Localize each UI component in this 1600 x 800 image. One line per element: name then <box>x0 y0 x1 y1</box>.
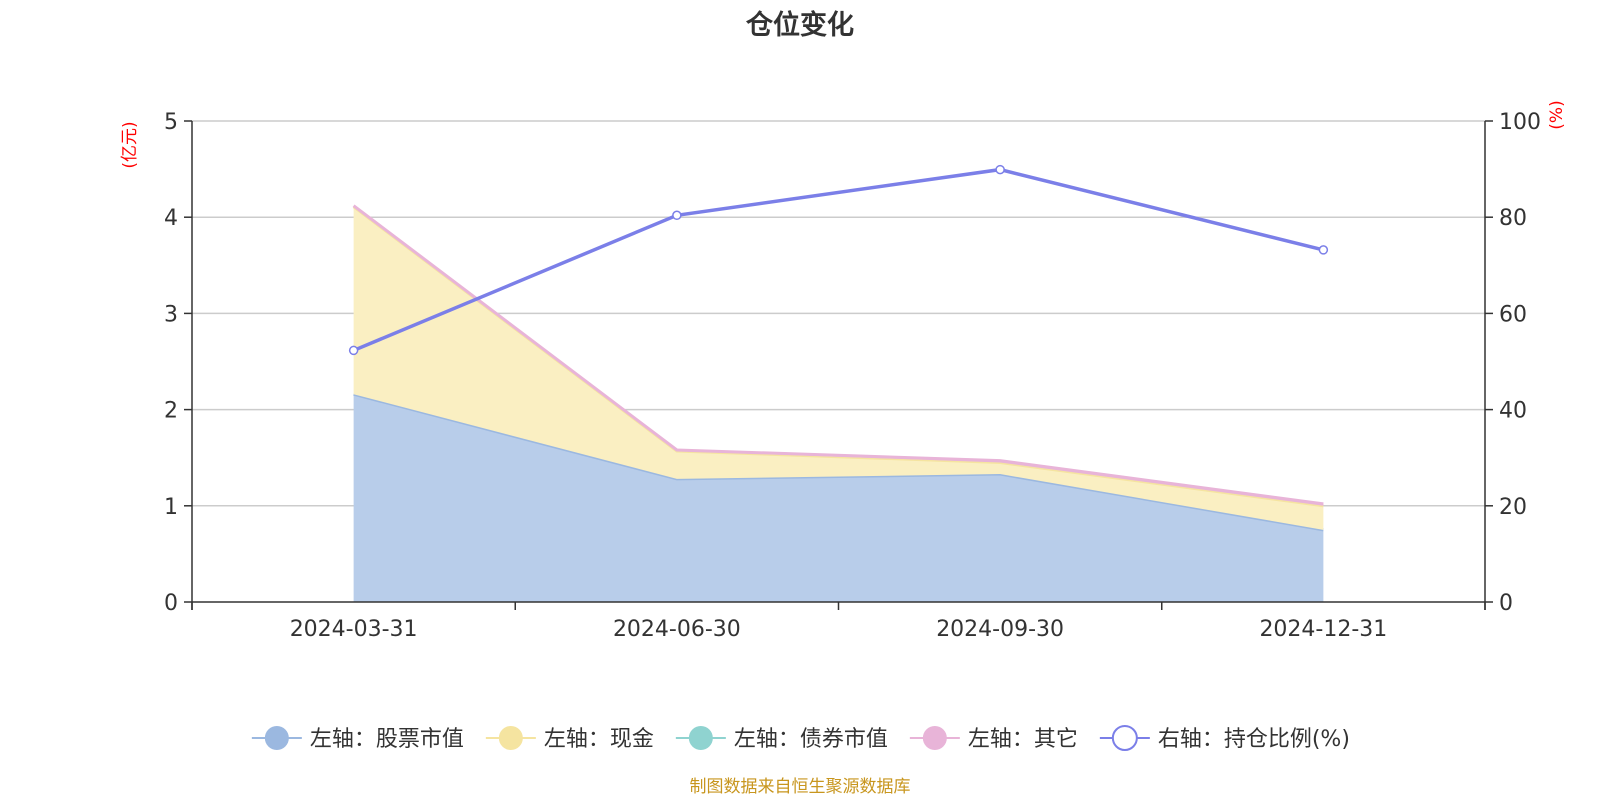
legend-marker-icon <box>498 726 523 750</box>
legend-label: 左轴：债券市值 <box>734 727 888 752</box>
chart-title: 仓位变化 <box>745 9 854 41</box>
legend-marker-icon <box>688 726 713 750</box>
x-axis-tick-label: 2024-12-31 <box>1259 617 1387 642</box>
x-axis-tick-label: 2024-09-30 <box>936 617 1064 642</box>
legend-marker-icon <box>922 726 947 750</box>
legend-label: 左轴：股票市值 <box>310 727 464 752</box>
legend-item: 右轴：持仓比例(%) <box>1099 725 1350 752</box>
data-source-note: 制图数据来自恒生聚源数据库 <box>690 777 911 797</box>
legend-marker-icon <box>264 726 289 750</box>
legend-item: 左轴：债券市值 <box>675 726 888 752</box>
line-point <box>672 210 682 221</box>
left-axis-unit: (亿元) <box>120 121 140 168</box>
legend-item: 左轴：其它 <box>909 726 1078 752</box>
right-axis-tick-label: 40 <box>1499 399 1527 424</box>
right-axis-tick-label: 0 <box>1499 591 1513 616</box>
left-axis-tick-label: 2 <box>164 399 178 424</box>
right-axis-tick-label: 100 <box>1499 110 1541 135</box>
left-axis-tick-label: 3 <box>164 302 178 327</box>
legend-label: 右轴：持仓比例(%) <box>1158 727 1350 752</box>
legend-marker-icon <box>1111 725 1138 751</box>
legend-item: 左轴：现金 <box>485 726 654 752</box>
left-axis-tick-label: 0 <box>164 591 178 616</box>
area-edge-左轴：其它 <box>352 204 1324 506</box>
axis-layer: 0 1 2 3 4 5 0 20 40 60 80 100 2024-03-31 2024-06-30 20… <box>164 110 1541 642</box>
line-layer <box>348 164 1329 356</box>
right-axis-tick-label: 80 <box>1499 206 1527 231</box>
line-point <box>995 164 1005 175</box>
x-axis-tick-label: 2024-03-31 <box>290 617 418 642</box>
legend-item: 左轴：股票市值 <box>251 726 464 752</box>
right-axis-tick-label: 20 <box>1499 495 1527 520</box>
legend-label: 左轴：现金 <box>544 727 654 752</box>
legend-label: 左轴：其它 <box>968 727 1078 752</box>
left-axis-tick-label: 4 <box>164 206 178 231</box>
legend: 左轴：股票市值 左轴：现金 左轴：债券市值 左轴：其它 右轴：持仓比例(%) <box>251 725 1350 752</box>
line-point <box>1318 245 1329 255</box>
right-axis-tick-label: 60 <box>1499 302 1527 327</box>
left-axis-tick-label: 5 <box>164 110 178 135</box>
area-左轴：现金 <box>353 206 1324 530</box>
line-右轴：持仓比例(%) <box>352 167 1324 353</box>
area-layer <box>352 204 1324 602</box>
area-左轴：股票市值 <box>353 394 1324 602</box>
x-axis-tick-label: 2024-06-30 <box>613 617 741 642</box>
left-axis-tick-label: 1 <box>164 495 178 520</box>
right-axis-unit: (%) <box>1547 100 1567 129</box>
line-point <box>348 345 359 356</box>
